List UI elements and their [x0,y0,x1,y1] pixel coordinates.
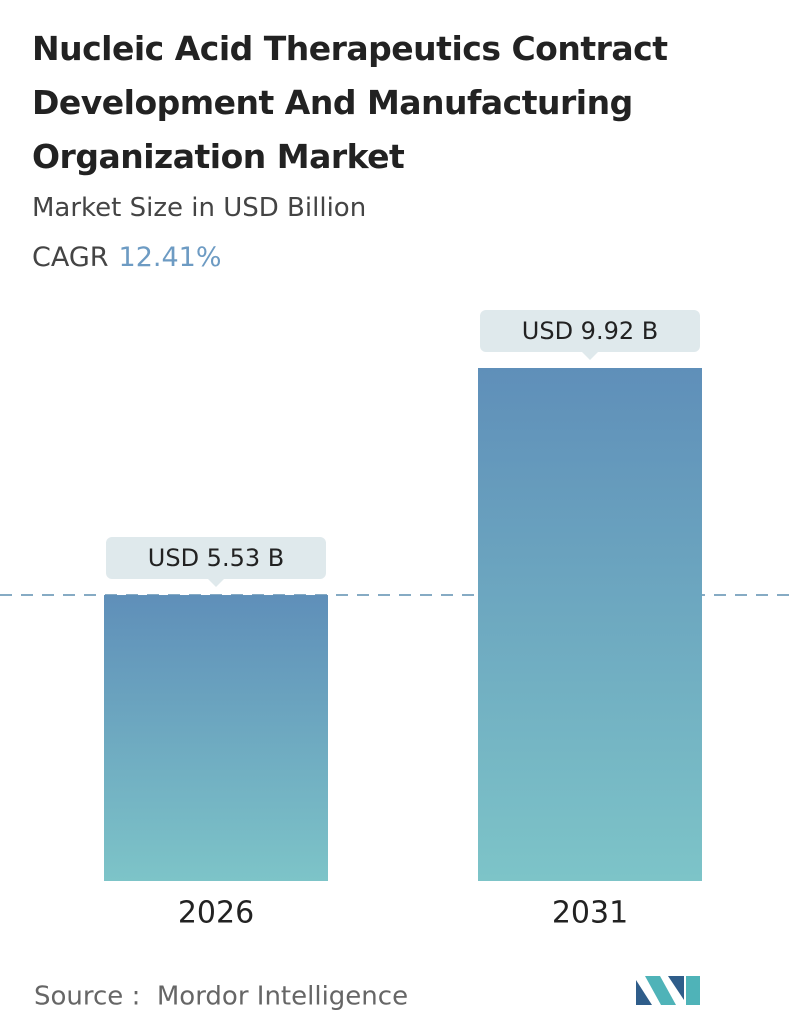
logo [636,976,700,1005]
value-label: USD 9.92 B [522,317,658,345]
cagr: CAGR 12.41% [32,242,221,273]
cagr-value: 12.41% [118,242,222,273]
value-label-box [106,537,326,580]
bar [478,368,702,881]
value-label-pointer [208,579,224,588]
x-tick-label: 2031 [552,896,628,931]
value-label-pointer [582,352,598,360]
source: Source : Mordor Intelligence [34,982,408,1012]
value-label-box [480,310,700,352]
chart-subtitle: Market Size in USD Billion [32,193,367,223]
x-tick-label: 2026 [178,896,254,931]
value-label: USD 5.53 B [148,544,284,572]
bar [104,595,328,881]
cagr-label: CAGR [32,242,109,273]
chart-title: Nucleic Acid Therapeutics Contract Devel… [32,29,668,176]
